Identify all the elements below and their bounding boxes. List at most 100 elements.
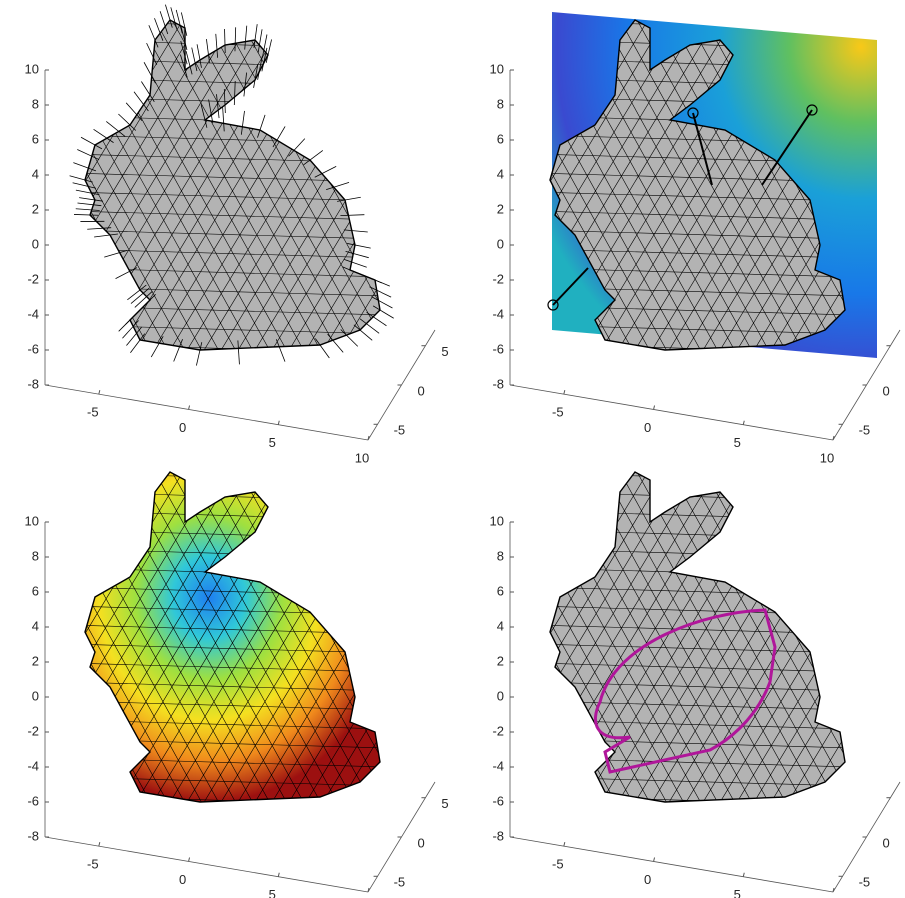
mesh-edge <box>0 452 99 832</box>
z-tick-label: 2 <box>32 201 39 216</box>
z-tick-label: -2 <box>492 723 504 738</box>
y-tick-label: 5 <box>441 796 448 811</box>
z-tick-label: 4 <box>32 166 39 181</box>
mesh-edge <box>371 0 581 380</box>
mesh-edge <box>0 0 65 380</box>
mesh-edge <box>339 452 569 832</box>
mesh-edge <box>348 452 558 832</box>
mesh-edge <box>305 452 535 832</box>
x-tick <box>564 390 565 394</box>
x-tick <box>368 888 369 892</box>
z-tick-label: 2 <box>497 201 504 216</box>
x-tick-label: 10 <box>820 450 834 465</box>
x-tick <box>833 888 834 892</box>
y-tick-label: 0 <box>418 835 425 850</box>
mesh-edge <box>0 0 59 380</box>
z-tick-label: -6 <box>27 793 39 808</box>
x-tick-label: 5 <box>734 435 741 450</box>
x-tick-label: -5 <box>552 405 564 420</box>
mesh-edge <box>465 361 885 373</box>
z-tick-label: 10 <box>490 513 504 528</box>
x-tick-label: 0 <box>179 420 186 435</box>
mesh-edge <box>465 0 885 12</box>
mesh-edge <box>0 0 42 380</box>
mesh-edge <box>0 452 65 832</box>
mesh-edge <box>0 0 48 380</box>
z-tick-label: 6 <box>497 583 504 598</box>
z-tick-label: -8 <box>492 828 504 843</box>
z-tick-label: 2 <box>32 653 39 668</box>
mesh-edge <box>337 0 547 380</box>
mesh-edge <box>337 452 547 832</box>
y-tick-label: 0 <box>418 383 425 398</box>
z-tick-label: 4 <box>497 166 504 181</box>
mesh-edge <box>465 490 885 502</box>
mesh-edge <box>0 452 82 832</box>
normal-vector <box>266 39 271 62</box>
z-tick-label: 10 <box>490 61 504 76</box>
mesh-edge <box>0 0 93 380</box>
mesh-edge <box>0 0 65 380</box>
x-tick-label: 5 <box>734 887 741 898</box>
mesh-edge <box>0 452 25 832</box>
y-tick-label: 0 <box>883 835 890 850</box>
mesh-edge <box>0 19 420 31</box>
mesh-edge <box>889 0 905 380</box>
x-tick-label: 5 <box>269 435 276 450</box>
mesh-edge <box>0 452 59 832</box>
mesh-edge <box>872 452 905 832</box>
x-tick <box>278 421 279 425</box>
mesh-edge <box>322 452 552 832</box>
x-tick <box>189 405 190 409</box>
z-tick-label: 8 <box>32 96 39 111</box>
x-tick-label: 5 <box>269 887 276 898</box>
mesh-edge <box>838 452 905 832</box>
x-tick <box>368 436 369 440</box>
y-tick-label: -5 <box>394 423 406 438</box>
mesh-edge <box>821 452 905 832</box>
mesh-edge <box>345 0 575 380</box>
mesh-edge <box>0 0 420 12</box>
mesh-edge <box>0 452 76 832</box>
z-tick-label: 4 <box>497 618 504 633</box>
x-tick <box>564 842 565 846</box>
mesh-edge <box>0 361 420 373</box>
z-tick-label: 0 <box>497 236 504 251</box>
x-tick <box>743 421 744 425</box>
mesh-edge <box>354 0 564 380</box>
z-tick-label: -4 <box>27 306 39 321</box>
z-tick-label: 8 <box>32 548 39 563</box>
mesh-edge <box>356 452 586 832</box>
x-tick <box>189 857 190 861</box>
mesh-edge <box>0 452 31 832</box>
mesh-edge <box>365 0 575 380</box>
mesh-edge <box>339 0 569 380</box>
mesh-edge <box>305 0 535 380</box>
mesh-edge <box>0 452 65 832</box>
mesh-edge <box>371 452 581 832</box>
z-tick-label: 0 <box>32 236 39 251</box>
mesh-edge <box>881 0 905 380</box>
mesh-edge <box>356 0 586 380</box>
x-tick <box>99 390 100 394</box>
mesh-edge <box>898 0 905 380</box>
x-tick-label: 0 <box>644 872 651 887</box>
mesh-edge <box>855 452 905 832</box>
mesh-edge <box>0 452 48 832</box>
mesh-edge <box>0 452 14 832</box>
z-tick-label: -4 <box>27 758 39 773</box>
mesh-edge <box>0 452 93 832</box>
z-tick-label: 6 <box>497 131 504 146</box>
mesh-edge <box>0 0 25 380</box>
figure: -8-6-4-20246810-50510-505-8-6-4-20246810… <box>0 0 905 898</box>
mesh-edge <box>0 813 420 825</box>
x-tick-label: 10 <box>355 450 369 465</box>
x-tick-label: 0 <box>644 420 651 435</box>
mesh-edge <box>0 471 420 483</box>
z-tick-label: -6 <box>492 793 504 808</box>
x-tick <box>278 873 279 877</box>
mesh-edge <box>0 452 82 832</box>
z-tick-label: 10 <box>25 61 39 76</box>
x-tick-label: -5 <box>552 857 564 872</box>
mesh-edge <box>322 0 552 380</box>
